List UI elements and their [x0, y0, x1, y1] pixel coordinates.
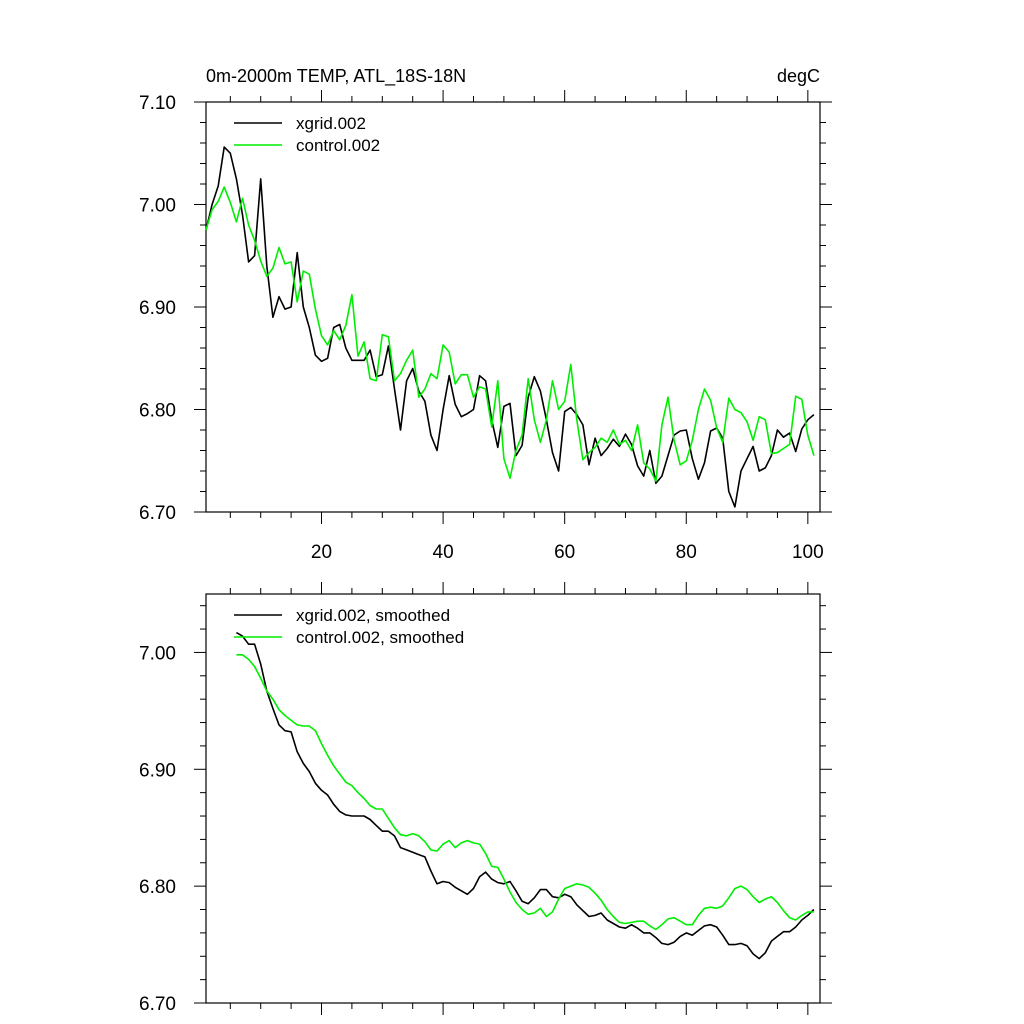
y-tick-label: 7.10: [139, 93, 176, 114]
series-line-xgrid: [236, 631, 815, 960]
y-tick-label: 6.90: [139, 298, 176, 319]
legend-label: control.002, smoothed: [296, 628, 464, 647]
y-tick-label: 6.80: [139, 877, 176, 898]
legend-label: xgrid.002: [296, 114, 366, 133]
x-tick-label: 100: [792, 542, 824, 563]
top-panel-plot: 6.70 6.80 6.90 7.00 7.10 20 40 60 80 100 0m-2000m …: [139, 66, 832, 563]
legend-label: xgrid.002, smoothed: [296, 606, 450, 625]
units-label: degC: [777, 66, 820, 86]
y-tick-label: 6.90: [139, 760, 176, 781]
bottom-panel-plot: 6.70 6.80 6.90 7.00 xgrid.002, smoothed contr…: [139, 582, 832, 1015]
y-tick-label: 7.00: [139, 196, 176, 217]
x-tick-label: 80: [676, 542, 697, 563]
y-tick-label: 6.70: [139, 994, 176, 1015]
series-line-control: [205, 186, 815, 483]
y-tick-label: 6.70: [139, 503, 176, 524]
series-line-xgrid: [205, 146, 815, 508]
y-tick-label: 6.80: [139, 401, 176, 422]
plot-frame: [205, 593, 821, 1004]
x-tick-label: 40: [433, 542, 454, 563]
series-line-control: [236, 653, 814, 931]
plot-frame: [205, 101, 821, 513]
x-tick-label: 20: [311, 542, 332, 563]
y-tick-label: 7.00: [139, 643, 176, 664]
chart-title: 0m-2000m TEMP, ATL_18S-18N: [206, 66, 466, 87]
legend-label: control.002: [296, 136, 380, 155]
x-tick-label: 60: [554, 542, 575, 563]
